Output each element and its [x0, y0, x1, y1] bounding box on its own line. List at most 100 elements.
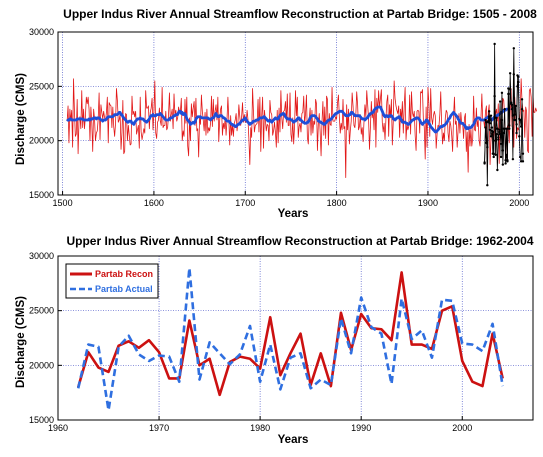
top-data-point: [520, 107, 524, 111]
top-data-point: [508, 127, 511, 130]
top-data-point: [487, 115, 491, 118]
top-data-point: [497, 136, 500, 139]
bottom-x-tick-label: 1990: [351, 423, 371, 433]
top-data-point: [519, 160, 523, 163]
top-data-point: [508, 88, 512, 91]
bottom-chart-title: Upper Indus River Annual Streamflow Reco…: [66, 234, 533, 248]
bottom-ticks: 1960 1970 1980 1990 2000 15000 20000 25000 30000: [29, 251, 472, 433]
bottom-series: [76, 266, 504, 412]
top-data-point: [521, 160, 525, 163]
top-data-point: [514, 104, 517, 108]
top-chart: Upper Indus River Annual Streamflow Reco…: [15, 7, 537, 220]
top-data-point: [518, 135, 521, 138]
top-data-point: [517, 75, 520, 78]
top-data-point: [489, 114, 493, 117]
top-data-point: [499, 155, 503, 159]
top-x-tick-label: 1800: [327, 198, 347, 208]
top-series-line-0: [66, 78, 538, 179]
top-series: [66, 42, 538, 187]
bottom-series-line-0: [76, 271, 504, 397]
top-data-point: [515, 123, 518, 126]
top-data-point: [492, 152, 495, 155]
top-y-tick-label: 30000: [29, 27, 54, 37]
top-data-point: [484, 126, 487, 129]
top-data-point: [499, 142, 503, 146]
top-data-point: [508, 124, 511, 127]
top-ticks: 1500 1600 1700 1800 1900 2000 15000 20000 25000 3…: [29, 27, 529, 208]
bottom-x-tick-label: 2000: [452, 423, 472, 433]
top-plot-frame: [57, 31, 534, 196]
top-x-tick-label: 1900: [418, 198, 438, 208]
top-data-point: [490, 126, 494, 129]
top-data-point: [511, 114, 515, 117]
top-data-point: [505, 127, 508, 130]
top-data-point: [488, 128, 492, 131]
bottom-plot-frame: [57, 255, 534, 421]
bottom-chart: Upper Indus River Annual Streamflow Reco…: [15, 234, 534, 446]
top-y-tick-label: 25000: [29, 81, 54, 91]
top-x-tick-label: 1500: [53, 198, 73, 208]
top-series-line-1: [66, 105, 511, 134]
top-data-point: [521, 152, 525, 155]
top-data-point: [519, 118, 522, 122]
top-data-point: [502, 127, 505, 130]
bottom-x-tick-label: 1980: [250, 423, 270, 433]
top-data-point: [515, 131, 518, 135]
top-chart-title: Upper Indus River Annual Streamflow Reco…: [63, 7, 537, 21]
top-data-point: [487, 119, 490, 123]
legend: Partab Recon Partab Actual: [65, 263, 159, 299]
top-data-point: [498, 130, 501, 134]
bottom-x-tick-label: 1960: [48, 423, 68, 433]
top-data-point: [498, 132, 502, 136]
top-data-point: [489, 135, 493, 138]
top-data-point: [498, 128, 501, 131]
top-data-point: [496, 127, 499, 130]
top-data-point: [484, 118, 487, 122]
top-data-point: [504, 162, 507, 165]
top-data-point: [520, 98, 524, 101]
bottom-y-axis-label: Discharge (CMS): [15, 296, 27, 388]
top-data-point: [501, 149, 505, 152]
top-y-tick-label: 20000: [29, 136, 54, 146]
top-data-point: [496, 168, 499, 172]
legend-label-partab-actual: Partab Actual: [95, 284, 153, 294]
top-data-point: [492, 155, 495, 159]
bottom-y-tick-label: 20000: [29, 360, 54, 370]
top-data-point: [495, 116, 498, 120]
top-y-tick-label: 15000: [29, 190, 54, 200]
top-data-point: [486, 184, 489, 187]
bottom-x-axis-label: Years: [278, 434, 309, 446]
top-data-point: [517, 80, 520, 84]
top-data-point: [483, 161, 486, 164]
top-data-point: [508, 72, 512, 75]
top-data-point: [494, 139, 497, 142]
top-data-point: [507, 87, 510, 90]
top-data-point: [493, 94, 496, 98]
top-x-tick-label: 1700: [235, 198, 255, 208]
top-grid: [58, 32, 533, 195]
bottom-x-tick-label: 1970: [149, 423, 169, 433]
legend-label-partab-recon: Partab Recon: [95, 269, 153, 279]
top-y-axis-label: Discharge (CMS): [15, 73, 27, 165]
top-data-point: [516, 85, 519, 88]
top-data-point: [504, 159, 507, 162]
top-data-point: [519, 155, 522, 159]
legend-box: [65, 263, 159, 299]
top-x-tick-label: 2000: [509, 198, 529, 208]
top-data-point: [485, 141, 488, 145]
top-data-point: [514, 118, 517, 122]
bottom-y-tick-label: 15000: [29, 415, 54, 425]
top-data-point: [510, 103, 514, 107]
top-data-point: [493, 42, 496, 46]
top-x-axis-label: Years: [278, 208, 309, 220]
top-data-point: [495, 132, 498, 136]
bottom-y-tick-label: 25000: [29, 306, 54, 316]
top-data-point: [498, 100, 502, 103]
top-data-point: [500, 91, 504, 95]
top-data-point: [501, 163, 505, 166]
top-data-point: [494, 153, 497, 156]
bottom-series-line-1: [76, 266, 504, 412]
top-data-point: [503, 107, 506, 111]
top-data-point: [506, 160, 509, 163]
